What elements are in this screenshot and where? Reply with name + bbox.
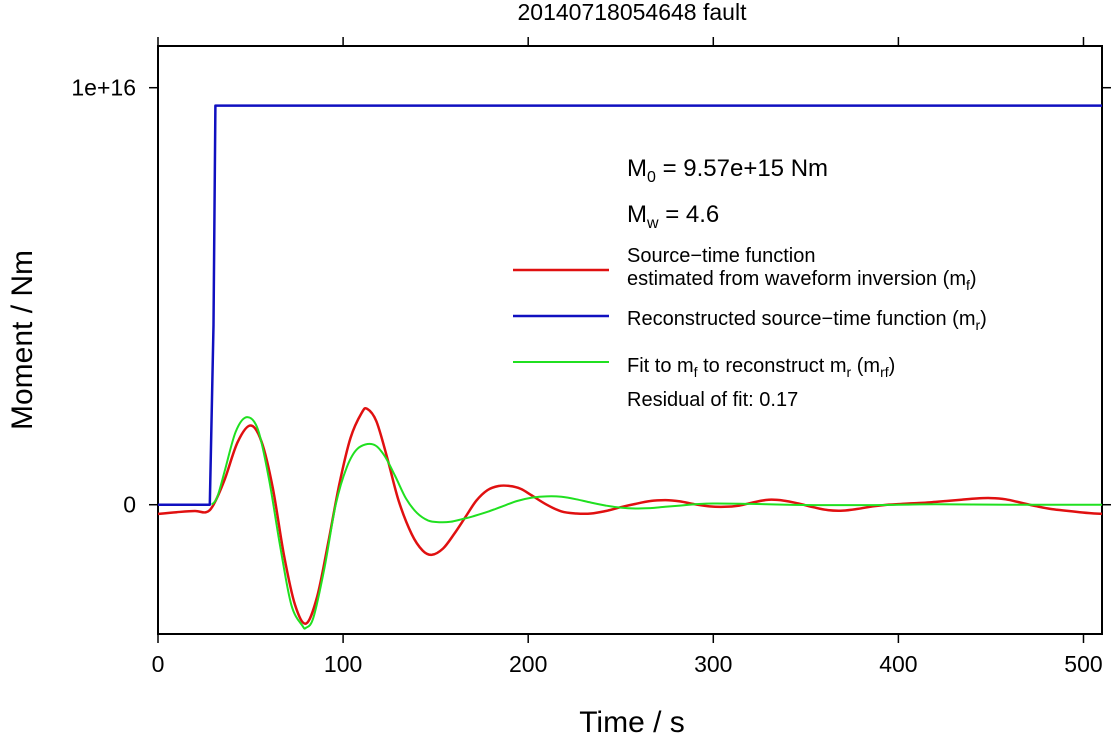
m0-annotation: M0 = 9.57e+15 Nm (627, 155, 828, 186)
legend-reconstructed-label: Reconstructed source−time function (mr) (627, 308, 987, 333)
legend-subscript: r (976, 317, 981, 333)
legend-subscript: f (694, 364, 698, 380)
legend-subscript: f (966, 277, 970, 293)
legend-fit-label: Fit to mf to reconstruct mr (mrf) (627, 355, 895, 380)
legend-subscript: r (847, 364, 852, 380)
chart-title: 20140718054648 fault (518, 0, 748, 25)
x-tick-label: 200 (509, 651, 547, 677)
x-tick-label: 300 (694, 651, 732, 677)
legend-estimated-label: estimated from waveform inversion (mf) (627, 268, 977, 293)
legend-text-part: to reconstruct m (698, 355, 847, 377)
m0-base: M (627, 155, 647, 182)
mw-annotation: Mw = 4.6 (627, 201, 719, 232)
plot-frame (157, 45, 1103, 635)
x-tick-label: 400 (879, 651, 917, 677)
x-tick-label: 100 (324, 651, 362, 677)
legend-text-part: ) (889, 355, 896, 377)
legend-text-part: estimated from waveform inversion (m (627, 268, 966, 290)
legend-text-part: Source−time function (627, 245, 815, 267)
x-axis-label: Time / s (579, 706, 685, 735)
y-tick-label: 0 (123, 492, 136, 518)
legend-text-part: (m (851, 355, 880, 377)
tick-labels: 0 100 200 300 400 500 0 1e+16 (71, 75, 1102, 677)
y-tick-label: 1e+16 (71, 75, 136, 101)
legend-text-part: Reconstructed source−time function (m (627, 308, 976, 330)
legend-subscript: rf (880, 364, 889, 380)
mw-subscript: w (646, 215, 659, 232)
residual-text: Residual of fit: 0.17 (627, 389, 798, 411)
series-line-reconstructed (158, 104, 1102, 506)
series-layer (157, 104, 1103, 630)
m0-subscript: 0 (647, 169, 656, 186)
legend-text-part: Fit to m (627, 355, 694, 377)
mw-base: M (627, 201, 647, 228)
legend-estimated-label: Source−time function (627, 245, 815, 267)
m0-value: = 9.57e+15 Nm (656, 155, 828, 182)
series-line-estimated (157, 406, 1103, 625)
legend-text-part: ) (970, 268, 977, 290)
axis-ticks (149, 37, 1111, 643)
x-tick-label: 500 (1064, 651, 1102, 677)
y-axis-label: Moment / Nm (6, 250, 39, 430)
x-tick-label: 0 (152, 651, 165, 677)
legend-text-part: ) (980, 308, 987, 330)
series-line-fit (210, 416, 1102, 630)
mw-value: = 4.6 (659, 201, 720, 228)
